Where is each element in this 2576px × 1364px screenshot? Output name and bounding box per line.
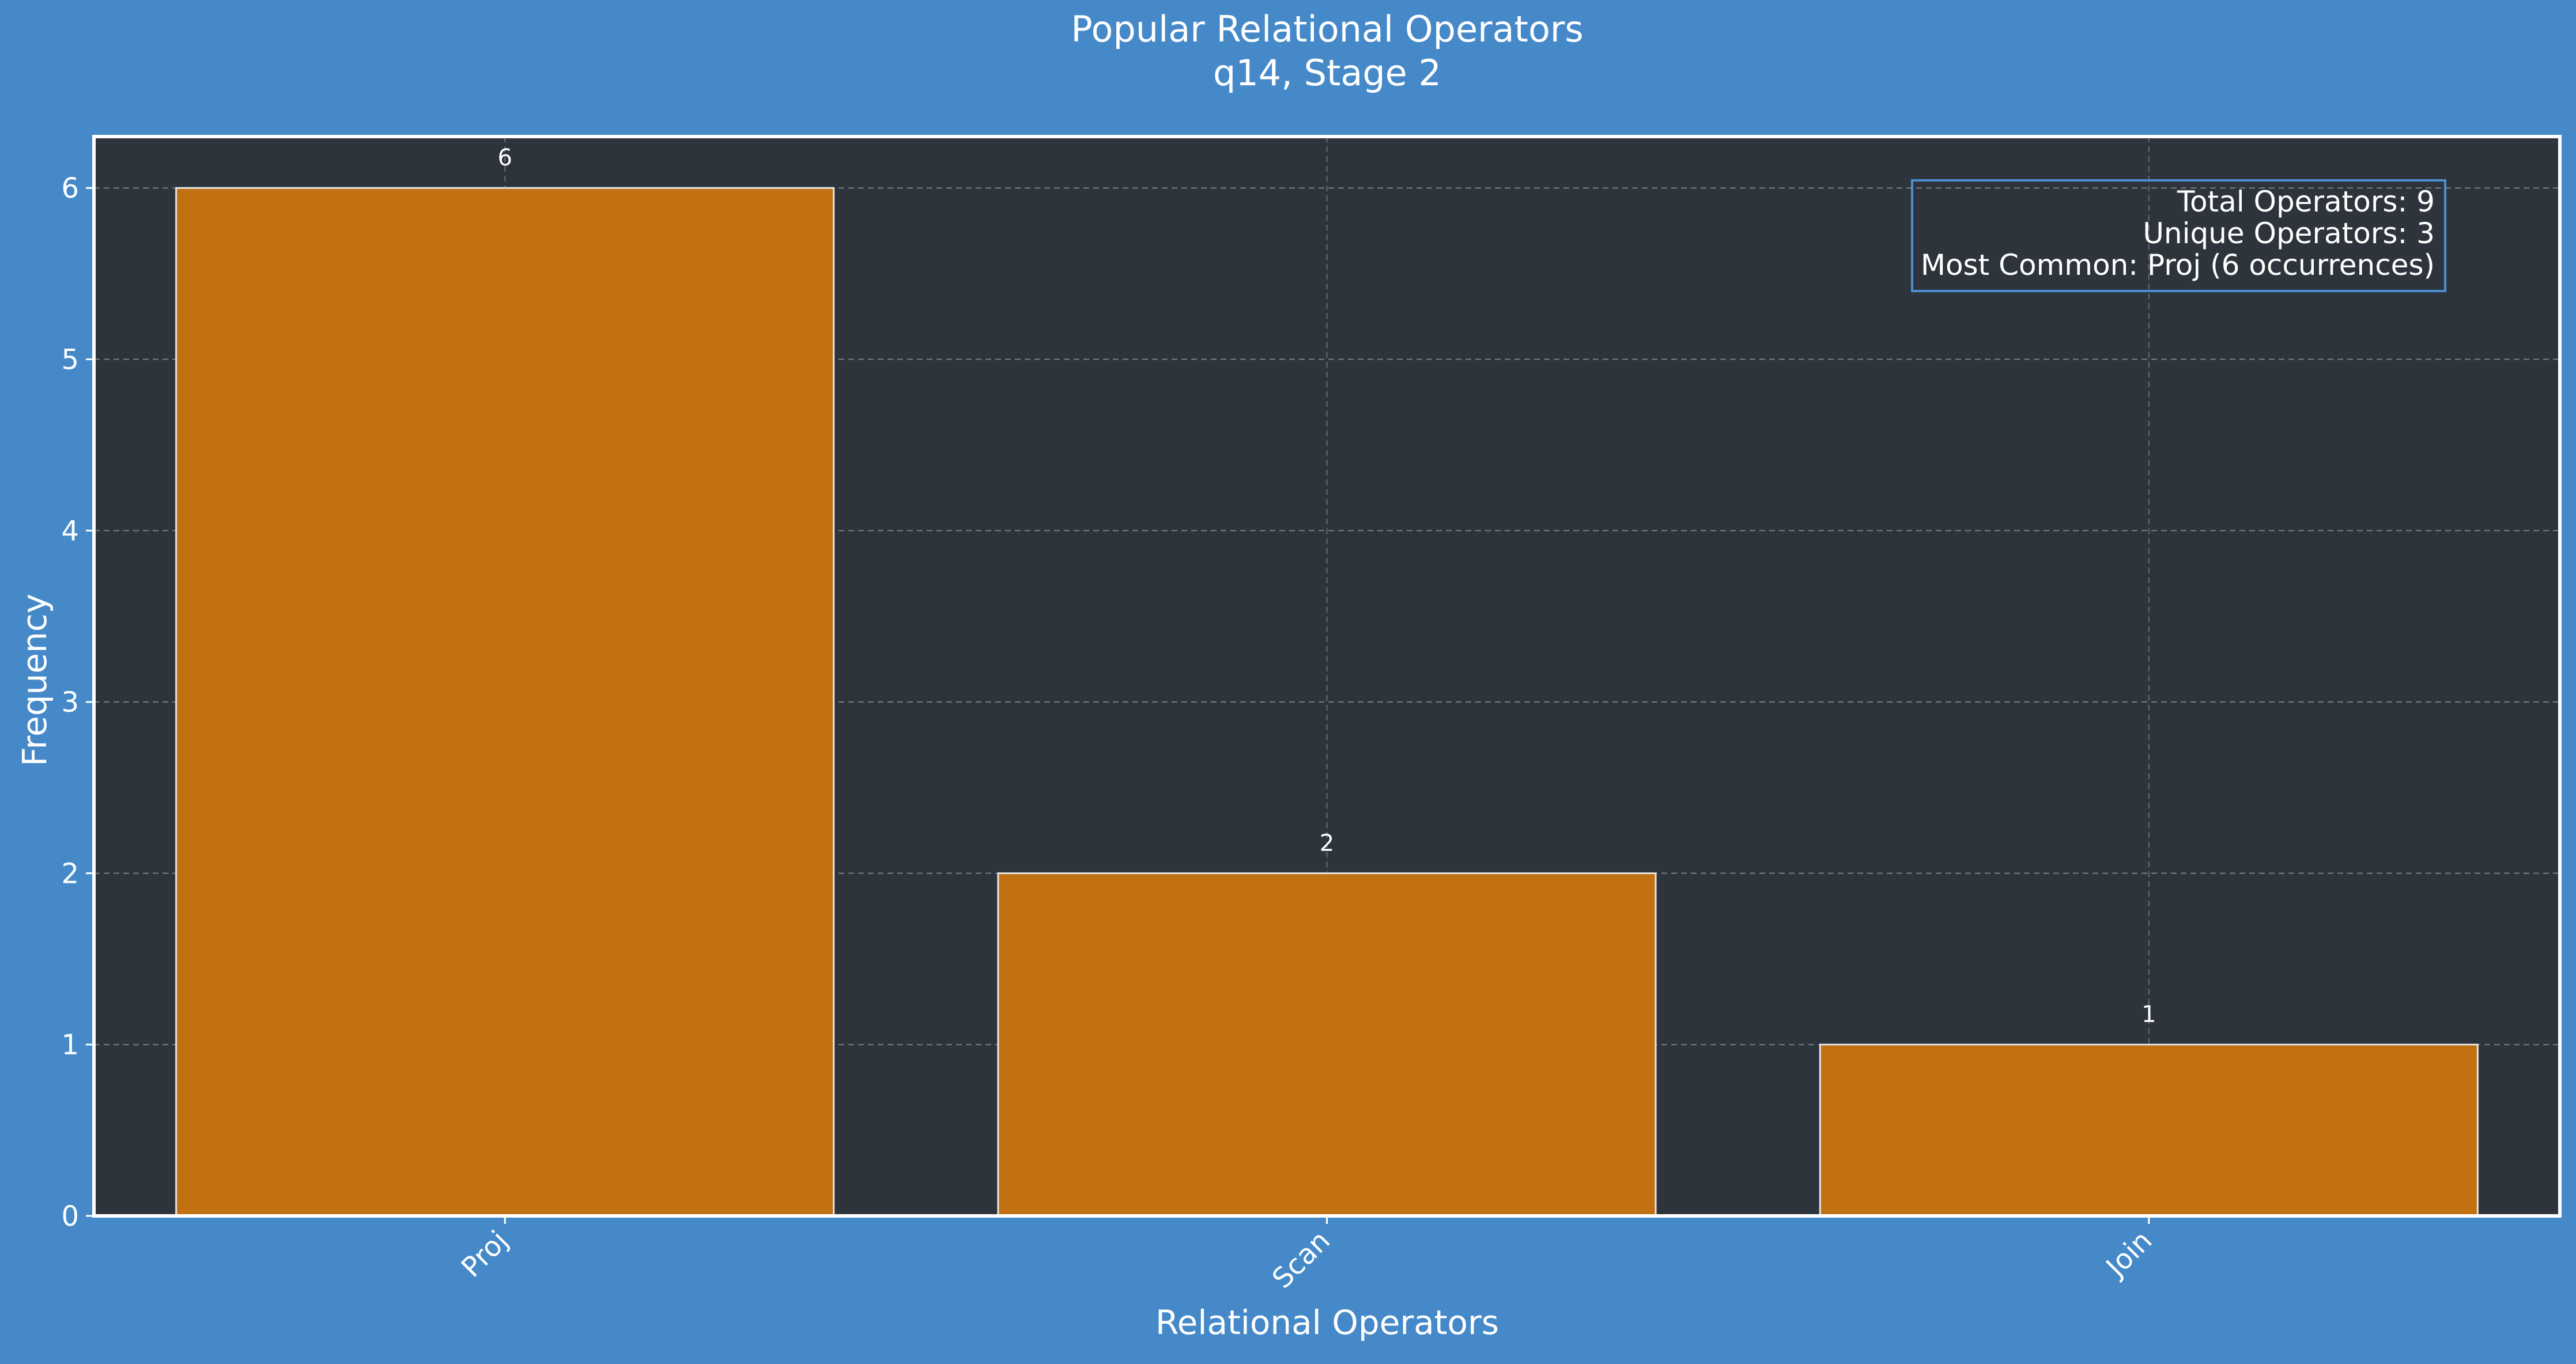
bar-proj	[175, 187, 835, 1217]
y-tick-label: 0	[61, 1200, 79, 1233]
y-axis-label: Frequency	[15, 594, 54, 766]
plot-frame	[92, 135, 2562, 1218]
stats-unique-operators: Unique Operators: 3	[2143, 217, 2435, 250]
y-tick-label: 4	[61, 515, 79, 547]
axes	[86, 135, 2562, 1224]
y-tick-label: 5	[61, 343, 79, 376]
y-tick-label: 3	[61, 686, 79, 719]
x-axis-label: Relational Operators	[1155, 1303, 1499, 1342]
y-tick-label: 6	[61, 172, 79, 205]
stats-box: Total Operators: 9 Unique Operators: 3 M…	[1911, 179, 2446, 292]
data-label-proj: 6	[497, 145, 512, 171]
x-tick-label-proj: Proj	[455, 1225, 515, 1284]
chart-title: Popular Relational Operators	[1071, 8, 1583, 50]
y-tick-label: 2	[61, 857, 79, 890]
bar-join	[1819, 1044, 2479, 1217]
data-label-scan: 2	[1320, 830, 1334, 856]
stats-total-operators: Total Operators: 9	[2177, 185, 2435, 218]
chart-subtitle: q14, Stage 2	[1213, 52, 1441, 94]
stats-box-frame	[1911, 179, 2446, 292]
data-labels: 6 2 1	[497, 145, 2156, 1028]
bar-scan	[997, 872, 1657, 1217]
x-tick-label-join: Join	[2099, 1225, 2158, 1284]
bars	[175, 187, 2479, 1217]
data-label-join: 1	[2141, 1002, 2156, 1028]
stats-most-common: Most Common: Proj (6 occurrences)	[1921, 248, 2435, 282]
y-tick-label: 1	[61, 1029, 79, 1061]
x-tick-label-scan: Scan	[1266, 1225, 1336, 1295]
